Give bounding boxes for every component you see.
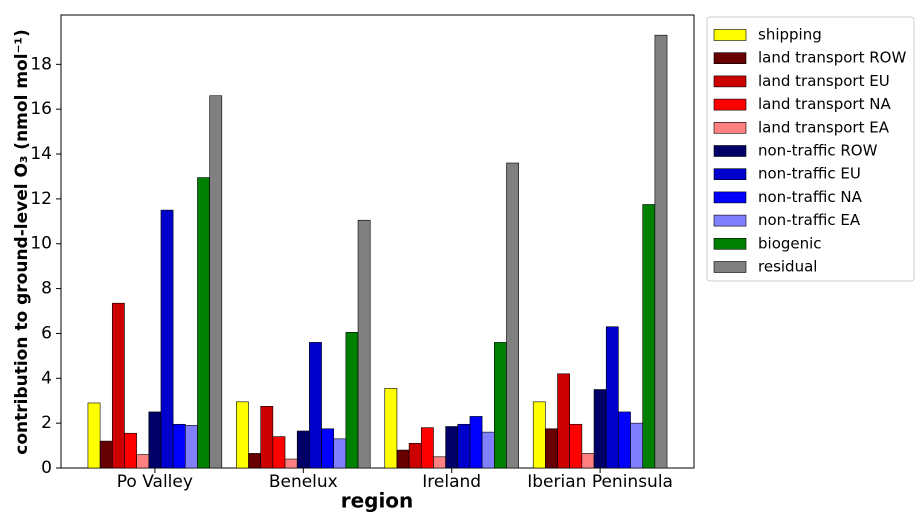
legend-label: shipping bbox=[758, 26, 822, 44]
x-tick-label: Benelux bbox=[269, 472, 338, 492]
legend-swatch bbox=[713, 261, 747, 273]
legend-swatch bbox=[713, 214, 747, 227]
bar bbox=[272, 436, 286, 469]
y-tick-label: 0 bbox=[41, 458, 52, 478]
bar bbox=[136, 454, 150, 469]
legend-swatch bbox=[713, 145, 747, 157]
legend-swatch bbox=[713, 75, 747, 88]
legend-box bbox=[706, 16, 915, 282]
legend-label: biogenic bbox=[758, 234, 822, 252]
bar bbox=[630, 422, 644, 469]
legend-label: non-traffic EU bbox=[758, 165, 861, 183]
bar bbox=[532, 401, 546, 469]
bar bbox=[408, 443, 422, 469]
legend-label: residual bbox=[758, 258, 817, 276]
bar bbox=[384, 388, 398, 469]
bar bbox=[284, 458, 298, 469]
bar bbox=[545, 428, 558, 469]
y-tick-label: 14 bbox=[30, 144, 52, 164]
bar bbox=[160, 209, 174, 469]
legend-label: land transport EU bbox=[758, 72, 890, 90]
bar bbox=[469, 416, 483, 469]
bar bbox=[345, 332, 359, 469]
bar bbox=[605, 326, 619, 469]
bar bbox=[248, 453, 261, 469]
x-axis-label: region bbox=[341, 489, 414, 513]
y-tick-label: 18 bbox=[30, 54, 52, 74]
bar bbox=[296, 430, 310, 469]
bar bbox=[87, 402, 101, 469]
bar bbox=[236, 401, 249, 469]
bar bbox=[581, 453, 595, 469]
bar bbox=[111, 302, 125, 469]
y-tick-label: 10 bbox=[30, 234, 52, 254]
bar bbox=[309, 342, 322, 469]
legend-label: land transport ROW bbox=[758, 49, 906, 67]
legend-label: non-traffic ROW bbox=[758, 142, 878, 160]
bar bbox=[209, 95, 223, 469]
bar bbox=[184, 425, 198, 469]
bar bbox=[593, 389, 607, 469]
bar bbox=[433, 456, 446, 469]
bar bbox=[357, 219, 371, 469]
legend-swatch bbox=[713, 98, 747, 111]
bar bbox=[654, 34, 668, 469]
bar bbox=[260, 406, 274, 469]
legend-label: non-traffic EA bbox=[758, 211, 861, 229]
bar bbox=[569, 423, 583, 469]
bar bbox=[124, 432, 137, 469]
bar bbox=[618, 411, 631, 469]
bar bbox=[494, 342, 507, 469]
legend-swatch bbox=[713, 191, 747, 204]
legend-swatch bbox=[713, 29, 747, 41]
bar bbox=[321, 428, 335, 469]
bar bbox=[420, 427, 434, 469]
bar bbox=[148, 411, 162, 469]
legend-label: land transport NA bbox=[758, 95, 891, 113]
legend-swatch bbox=[713, 122, 747, 134]
bar bbox=[445, 426, 459, 469]
legend-swatch bbox=[713, 168, 747, 180]
y-tick-label: 6 bbox=[41, 323, 52, 343]
bar bbox=[197, 177, 210, 469]
bar bbox=[333, 438, 347, 469]
y-tick-label: 4 bbox=[41, 368, 52, 388]
y-tick-label: 2 bbox=[41, 413, 52, 433]
legend-swatch bbox=[713, 238, 747, 250]
x-tick-label: Iberian Peninsula bbox=[527, 472, 673, 492]
bar bbox=[396, 449, 410, 469]
y-tick-label: 16 bbox=[30, 99, 52, 119]
legend-label: non-traffic NA bbox=[758, 188, 863, 206]
x-tick-label: Po Valley bbox=[117, 472, 193, 492]
bar bbox=[457, 423, 471, 469]
y-axis-label: contribution to ground-level O₃ (nmol mo… bbox=[12, 29, 32, 454]
bar bbox=[172, 423, 186, 469]
bar bbox=[506, 162, 519, 469]
legend-swatch bbox=[713, 52, 747, 65]
legend-label: land transport EA bbox=[758, 118, 890, 136]
y-tick-label: 8 bbox=[41, 279, 52, 299]
bar bbox=[99, 440, 113, 469]
plot-frame bbox=[60, 14, 695, 469]
bar bbox=[642, 204, 656, 469]
bar bbox=[557, 373, 571, 469]
bar bbox=[481, 431, 495, 469]
x-tick-label: Ireland bbox=[422, 472, 481, 492]
y-tick-label: 12 bbox=[30, 189, 52, 209]
